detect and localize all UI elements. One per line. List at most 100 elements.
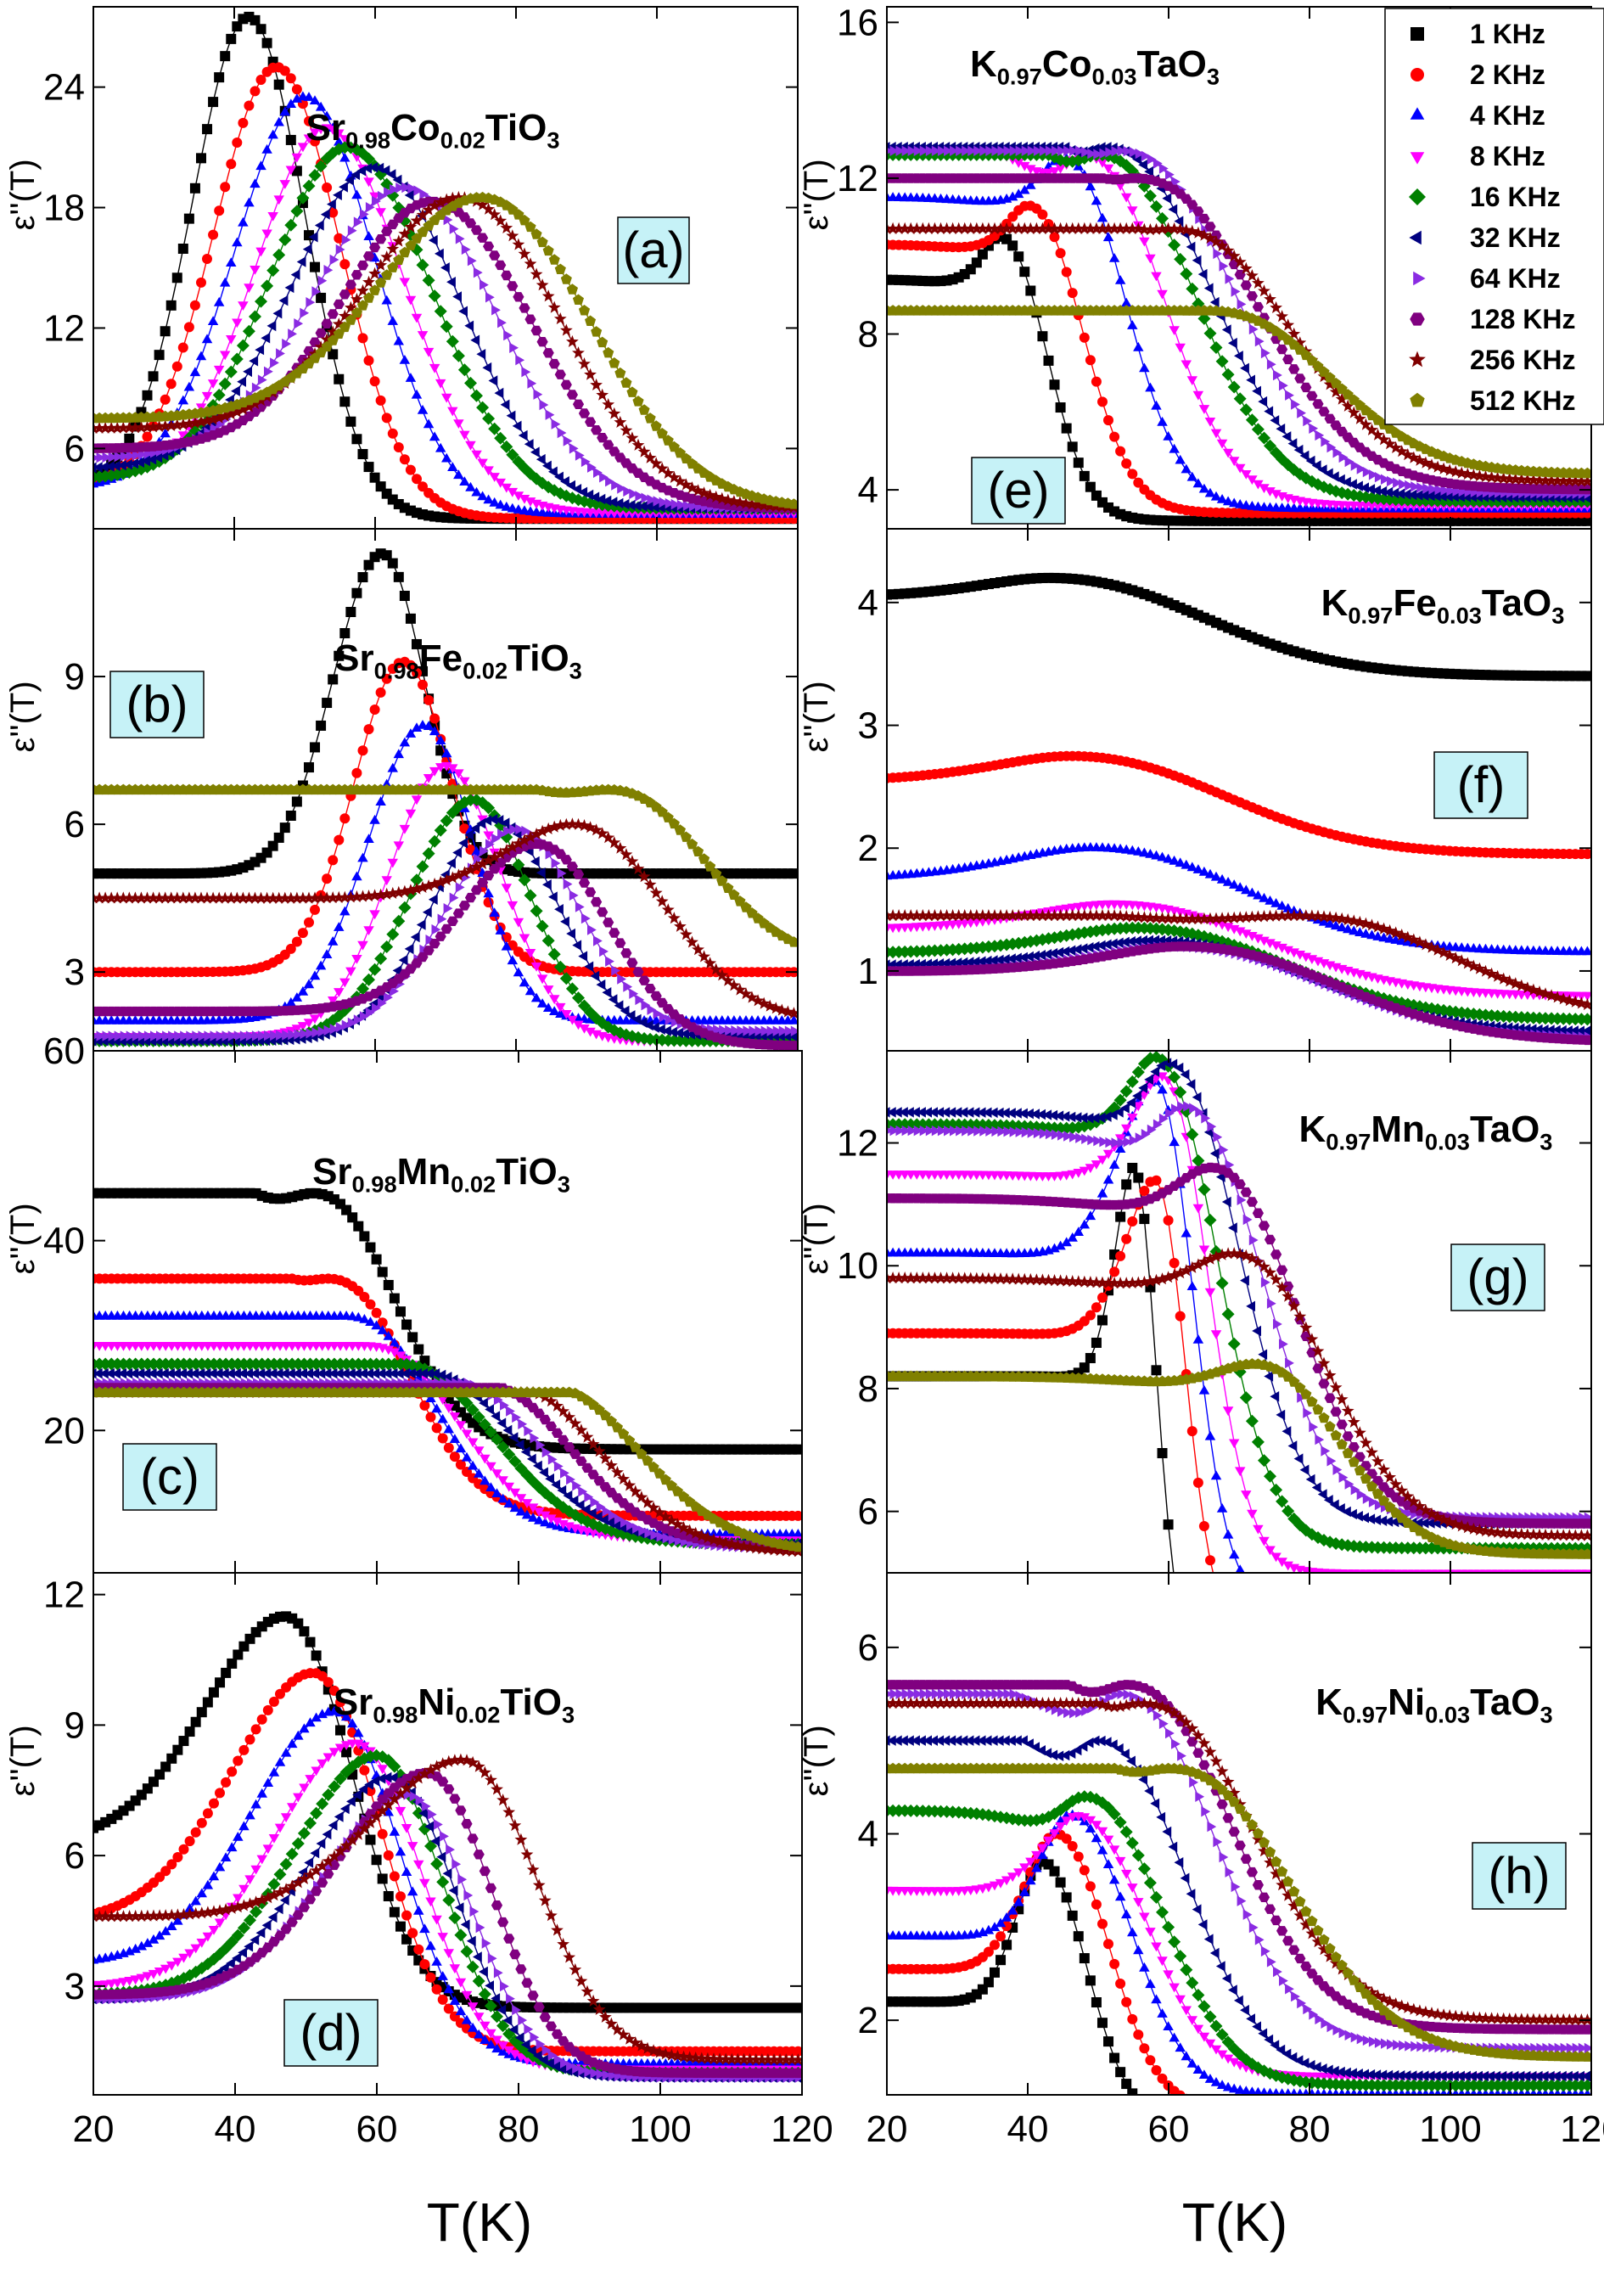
- y-tick-label: 6: [64, 1835, 85, 1877]
- data-point: [377, 1765, 388, 1774]
- data-point: [437, 1414, 448, 1423]
- y-tick-label: 18: [43, 188, 85, 229]
- data-point: [1097, 396, 1108, 407]
- series-markers: [87, 1768, 804, 2078]
- data-point: [429, 714, 440, 724]
- data-point: [497, 1917, 508, 1927]
- data-point: [263, 1705, 273, 1715]
- data-point: [524, 890, 537, 902]
- data-point: [1091, 377, 1102, 387]
- data-point: [432, 1423, 442, 1433]
- title-part: 3: [558, 1171, 570, 1198]
- data-point: [437, 1933, 448, 1942]
- data-point: [286, 811, 296, 821]
- panel-label: (d): [300, 2004, 362, 2061]
- data-point: [280, 1858, 293, 1871]
- y-tick-label: 6: [64, 804, 85, 845]
- data-point: [365, 1835, 375, 1845]
- data-point: [540, 2013, 551, 2022]
- data-point: [197, 1818, 207, 1828]
- data-point: [363, 834, 374, 843]
- data-point: [339, 907, 350, 916]
- data-point: [407, 1332, 418, 1342]
- data-point: [237, 340, 250, 352]
- data-point: [521, 1978, 532, 1987]
- data-point: [549, 359, 560, 369]
- series-markers: [87, 1754, 805, 2066]
- data-point: [322, 1829, 332, 1840]
- data-point: [274, 833, 284, 843]
- data-point: [357, 572, 367, 582]
- data-point: [400, 278, 411, 288]
- data-point: [390, 1872, 400, 1882]
- data-point: [417, 259, 429, 272]
- y-tick-label: 20: [43, 1410, 85, 1451]
- data-point: [328, 936, 338, 946]
- data-point: [597, 337, 608, 348]
- data-point: [333, 190, 342, 200]
- data-point: [172, 1745, 182, 1755]
- title-part: 3: [562, 1702, 575, 1728]
- data-point: [474, 1850, 485, 1859]
- title-part: Co: [390, 107, 440, 149]
- data-point: [561, 273, 572, 284]
- y-tick-label: 12: [43, 1575, 85, 1616]
- data-point: [292, 154, 303, 163]
- data-point: [304, 1857, 313, 1867]
- data-point: [412, 795, 423, 805]
- data-point: [143, 432, 153, 442]
- title-part: 0.02: [440, 127, 485, 154]
- data-point: [452, 350, 465, 362]
- y-axis-label: ε''(T): [4, 1725, 42, 1796]
- data-point: [342, 234, 351, 245]
- data-point: [334, 1811, 344, 1822]
- data-point: [394, 572, 404, 582]
- data-point: [1007, 240, 1018, 250]
- data-point: [276, 348, 285, 359]
- y-tick-label: 60: [43, 1030, 85, 1072]
- data-point: [388, 763, 399, 772]
- data-point: [202, 334, 213, 343]
- data-point: [464, 377, 477, 390]
- data-point: [488, 423, 501, 435]
- data-point: [519, 430, 528, 441]
- data-point: [435, 824, 447, 837]
- data-point: [376, 396, 386, 406]
- data-point: [489, 250, 500, 260]
- data-point: [513, 292, 524, 301]
- data-point: [458, 363, 471, 376]
- y-tick-label: 9: [64, 656, 85, 698]
- data-point: [376, 688, 386, 698]
- data-point: [1074, 458, 1084, 468]
- x-tick-label: 120: [771, 2108, 833, 2150]
- data-point: [231, 386, 240, 396]
- data-point: [398, 901, 411, 914]
- data-point: [374, 952, 387, 965]
- data-point: [395, 1847, 407, 1856]
- data-point: [597, 907, 608, 917]
- data-point: [423, 847, 435, 860]
- data-point: [184, 322, 194, 332]
- data-point: [435, 443, 446, 452]
- data-point: [298, 1867, 307, 1878]
- data-point: [384, 1850, 394, 1861]
- data-point: [232, 238, 243, 247]
- y-tick-label: 12: [43, 307, 85, 349]
- data-point: [555, 370, 566, 379]
- data-point: [456, 1979, 467, 1988]
- data-point: [364, 462, 374, 472]
- title-part: 0.98: [374, 658, 419, 684]
- data-point: [358, 745, 368, 755]
- data-point: [292, 84, 302, 94]
- data-point: [256, 24, 266, 34]
- data-point: [316, 293, 326, 303]
- data-point: [401, 1824, 412, 1833]
- data-point: [585, 887, 596, 896]
- data-point: [255, 160, 266, 170]
- data-point: [502, 884, 512, 893]
- data-point: [160, 326, 171, 336]
- data-point: [286, 135, 296, 145]
- data-point: [317, 1838, 326, 1850]
- data-point: [406, 373, 417, 382]
